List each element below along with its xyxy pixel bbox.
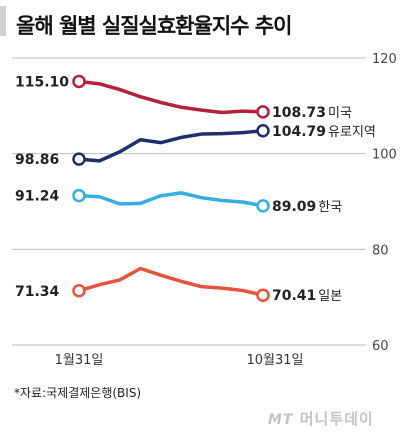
series-name-label: 한국 [318,200,342,215]
start-value-label: 115.10 [15,74,69,90]
series-line-3 [77,266,265,297]
series-point-marker [256,288,270,302]
series-line-2 [77,191,265,208]
series-name-label: 미국 [328,106,352,121]
series-point-marker [72,74,86,89]
end-value: 104.79 [272,124,326,140]
series-point-marker [72,188,86,203]
watermark-logo: MT 머니투데이 [268,408,374,429]
end-value: 70.41 [272,288,316,304]
series-line-1 [77,129,265,163]
series-line-0 [77,79,265,115]
end-value-label: 89.09 한국 [272,199,342,215]
start-value-label: 71.34 [15,284,60,300]
series-point-marker [256,199,270,213]
source-note: *자료:국제결제은행(BIS) [14,386,142,400]
series-point-marker [72,152,86,166]
chart-title: 올해 월별 실질실효환율지수 추이 [16,14,292,38]
end-value: 108.73 [272,105,326,121]
end-value-label: 108.73 미국 [272,105,352,121]
x-tick-label: 10월31일 [246,353,303,368]
watermark-brand: MT [268,412,294,428]
end-value-label: 70.41 일본 [272,288,342,304]
end-value: 89.09 [272,199,316,215]
watermark-name: 머니투데이 [299,410,374,428]
series-name-label: 일본 [318,289,342,304]
series-point-marker [256,124,270,138]
end-value-label: 104.79 유로지역 [272,124,376,140]
y-tick-label: 120 [372,52,397,67]
y-tick-label: 80 [372,243,389,258]
series-name-label: 유로지역 [328,125,376,140]
y-tick-label: 100 [372,148,397,163]
series-point-marker [256,105,270,119]
y-tick-label: 60 [372,339,389,354]
x-tick-label: 1월31일 [55,353,104,368]
series-point-marker [72,284,86,298]
start-value-label: 91.24 [15,189,60,205]
title-accent-bar [0,6,6,36]
start-value-label: 98.86 [15,152,59,168]
